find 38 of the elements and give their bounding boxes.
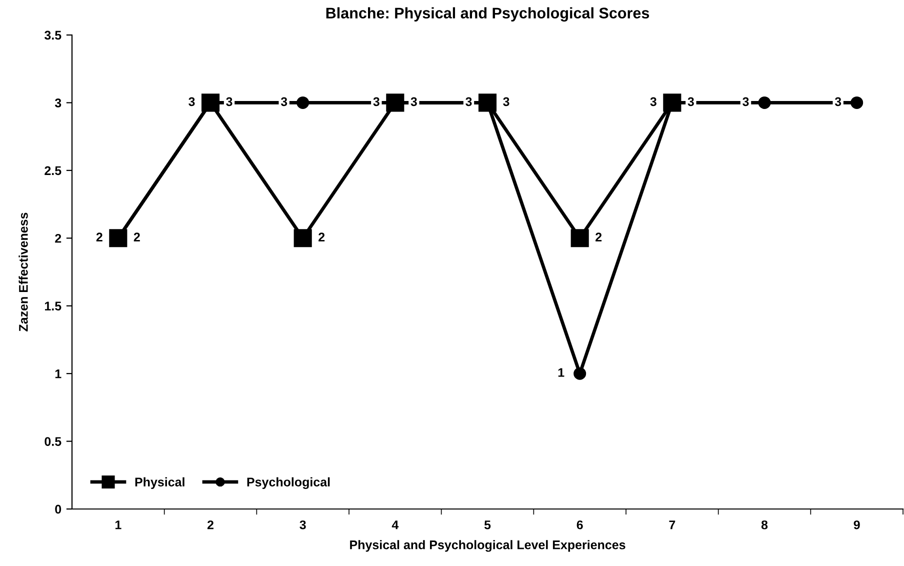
data-label: 2 xyxy=(596,232,602,242)
legend-label: Physical xyxy=(135,477,184,489)
data-label: 3 xyxy=(188,97,195,106)
data-label: 2 xyxy=(134,232,140,242)
data-label: 3 xyxy=(503,97,510,106)
y-tick-label: 1 xyxy=(55,370,62,378)
y-tick-label: 1.5 xyxy=(44,302,62,311)
y-tick-label: 0.5 xyxy=(44,437,62,446)
x-tick-label: 2 xyxy=(207,520,214,530)
data-label: 3 xyxy=(834,97,842,106)
legend-label: Psychological xyxy=(247,477,330,489)
x-tick-label: 3 xyxy=(300,520,306,530)
x-tick-label: 8 xyxy=(761,520,768,530)
y-tick-label: 3 xyxy=(54,98,62,108)
y-tick-label: 3.5 xyxy=(44,30,62,40)
data-label: 1 xyxy=(558,368,564,377)
chart-title: Blanche: Physical and Psychological Scores xyxy=(326,7,650,22)
data-label: 3 xyxy=(742,97,749,106)
x-tick-label: 6 xyxy=(576,520,583,530)
x-tick-label: 1 xyxy=(115,520,122,530)
data-label: 2 xyxy=(96,232,102,242)
data-label: 3 xyxy=(650,97,656,106)
y-axis-title: Zazen Effectiveness xyxy=(18,212,28,332)
x-tick-label: 7 xyxy=(669,520,676,530)
data-label: 3 xyxy=(280,97,288,106)
x-tick-label: 5 xyxy=(484,520,491,530)
y-tick-label: 0 xyxy=(55,504,62,514)
data-label: 3 xyxy=(373,97,380,106)
data-label: 3 xyxy=(688,97,694,106)
x-tick-label: 9 xyxy=(854,520,860,530)
y-tick-label: 2.5 xyxy=(44,166,62,176)
data-label: 2 xyxy=(318,232,325,242)
data-label: 3 xyxy=(410,97,417,106)
x-tick-label: 4 xyxy=(392,520,399,530)
y-tick-label: 2 xyxy=(55,234,62,243)
data-label: 3 xyxy=(466,97,472,106)
x-axis-title: Physical and Psychological Level Experiences xyxy=(350,540,626,552)
data-label: 3 xyxy=(226,97,232,106)
